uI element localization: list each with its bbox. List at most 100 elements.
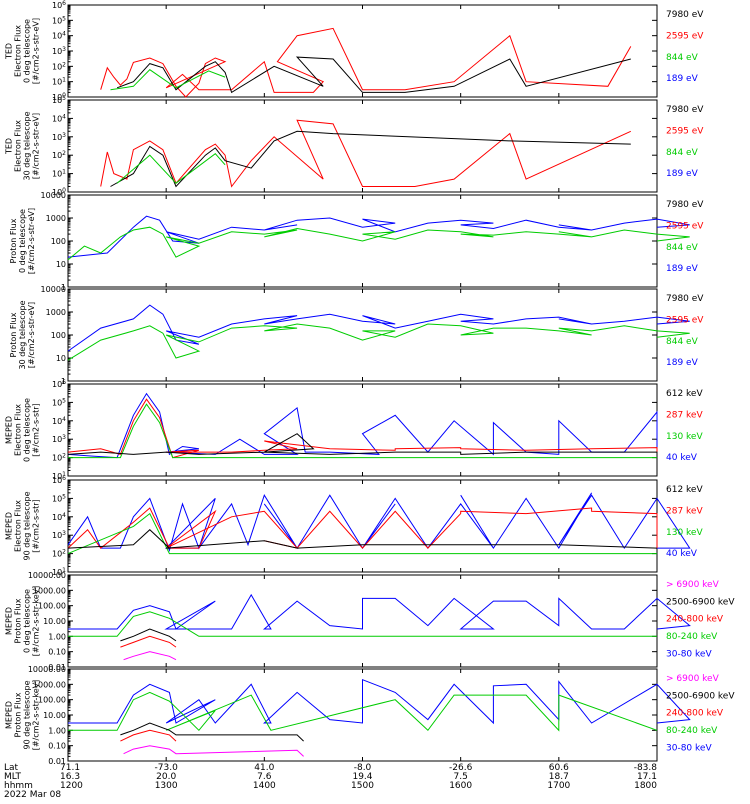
legend-entry: 287 keV [666,410,703,420]
legend-entry: 80-240 keV [666,726,718,736]
series-5-line [123,745,304,757]
legend-entry: 189 eV [666,169,699,179]
legend-entry: 240-800 keV [666,709,724,719]
x-tick-hhmm: 1800 [634,781,657,791]
y-tick-label: 1.00 [48,726,66,735]
y-tick-label: 103 [52,530,66,540]
x-tick-mlt: 7.6 [257,772,272,782]
series-3-line [120,722,304,742]
legend-entry: 189 eV [666,74,699,84]
axis-row-label: Lat [4,763,19,773]
y-tick-label: 105 [52,15,66,25]
legend-entry: 40 keV [666,453,698,463]
panel-6: 101 102 103 104 105 106 MEPEDElectron Flux90 d… [5,475,704,577]
panel-frame [67,4,658,98]
x-tick-hhmm: 1400 [253,781,276,791]
y-tick-label: 0.01 [48,757,66,766]
panel-8: 0.01 0.10 1.00 10.00 100.00 1000.00 10000.00 ME… [5,665,736,766]
series-2-line [67,226,690,261]
series-4-line [67,529,658,549]
legend-entry: 844 eV [666,53,699,63]
y-axis-label: TEDElectron Flux30 deg telescope[#/cm2-s… [5,111,41,180]
y-tick-label: 101 [52,471,66,481]
y-tick-label: 104 [52,416,66,426]
x-tick-hhmm: 1300 [155,781,178,791]
y-tick-label: 106 [52,475,66,485]
legend-entry: 130 keV [666,528,703,538]
y-axis-label: MEPEDProton Flux90 deg telescope[#/cm2-s… [5,680,41,751]
y-axis-label: Proton Flux0 deg telescope[#/cm2-s-str-e… [9,208,36,274]
series-1-line [68,593,691,630]
legend-entry: 240-800 keV [666,615,724,625]
panel-3: 1 10 100 1000 10000 Proton Flux0 deg telescop… [9,191,704,292]
y-tick-label: 101 [52,77,66,87]
x-tick-mlt: 16.3 [60,772,80,782]
y-tick-label: 1.00 [48,632,66,641]
legend-entry: 130 keV [666,432,703,442]
series-4-line [67,433,658,455]
panel-1: 100 101 102 103 104 105 106 TEDElectron Flux0 d… [5,0,705,102]
x-tick-hhmm: 1500 [351,781,374,791]
legend-entry: 2595 eV [666,126,704,136]
x-tick-lat: -26.6 [449,763,473,773]
legend-entry: 2595 eV [666,315,704,325]
x-tick-lat: -8.0 [354,763,372,773]
y-axis-label: Proton Flux30 deg telescope[#/cm2-s-str-… [9,300,36,369]
x-tick-lat: 71.1 [60,763,80,773]
legend-entry: 287 keV [666,506,703,516]
series-3-line [116,153,226,184]
x-tick-lat: -73.0 [155,763,179,773]
legend-entry: 30-80 keV [666,743,712,753]
y-tick-label: 10 [56,260,66,269]
legend-entry: 2595 eV [666,221,704,231]
series-1-line [67,392,658,459]
legend-entry: 7980 eV [666,200,704,210]
legend-entry: 612 keV [666,485,703,495]
series-2-line [110,130,631,188]
y-tick-label: 101 [52,567,66,577]
y-axis-label: MEPEDElectron Flux0 deg telescope[#/cm2-… [5,398,41,462]
y-tick-label: 10.00 [43,617,66,626]
series-2-line [67,398,658,459]
y-tick-label: 103 [52,434,66,444]
series-2-line [116,56,631,94]
legend-entry: 2595 eV [666,31,704,41]
x-tick-hhmm: 1700 [547,781,570,791]
y-tick-label: 100 [52,92,66,102]
legend-entry: 2500-6900 keV [666,597,735,607]
legend-entry: 612 keV [666,389,703,399]
y-tick-label: 100 [51,331,66,340]
y-tick-label: 105 [52,95,66,105]
legend-entry: > 6900 keV [666,580,720,590]
y-tick-label: 102 [52,549,66,559]
x-tick-lat: -83.8 [634,763,658,773]
y-tick-label: 100.00 [38,602,66,611]
x-tick-mlt: 18.7 [549,772,569,782]
y-tick-label: 1000.00 [33,586,66,595]
panel-frame [67,479,658,573]
y-tick-label: 102 [52,453,66,463]
axis-row-label: hhmm [4,781,33,791]
x-tick-lat: 60.6 [549,763,569,773]
series-4-line [120,729,177,742]
panel-5: 101 102 103 104 105 106 MEPEDElectron Flux0 de… [5,379,704,481]
legend-entry: 30-80 keV [666,649,712,659]
panel-7: 0.01 0.10 1.00 10.00 100.00 1000.00 10000.00 ME… [5,571,736,672]
series-1-line [100,27,632,98]
y-axis-label: MEPEDProton Flux0 deg telescope[#/cm2-s-… [5,586,41,657]
y-tick-label: 102 [52,150,66,160]
y-tick-label: 1 [61,377,66,386]
y-tick-label: 105 [52,397,66,407]
panel-2: 100 101 102 103 104 105 TEDElectron Flux30 deg… [5,95,705,197]
y-tick-label: 100 [52,187,66,197]
y-tick-label: 1 [61,283,66,292]
x-tick-mlt: 7.5 [454,772,468,782]
legend-entry: 844 eV [666,148,699,158]
x-tick-lat: 41.0 [254,763,274,773]
y-tick-label: 104 [52,31,66,41]
series-2-line [67,323,690,361]
legend-entry: 2500-6900 keV [666,691,735,701]
y-tick-label: 10000.00 [28,665,66,674]
